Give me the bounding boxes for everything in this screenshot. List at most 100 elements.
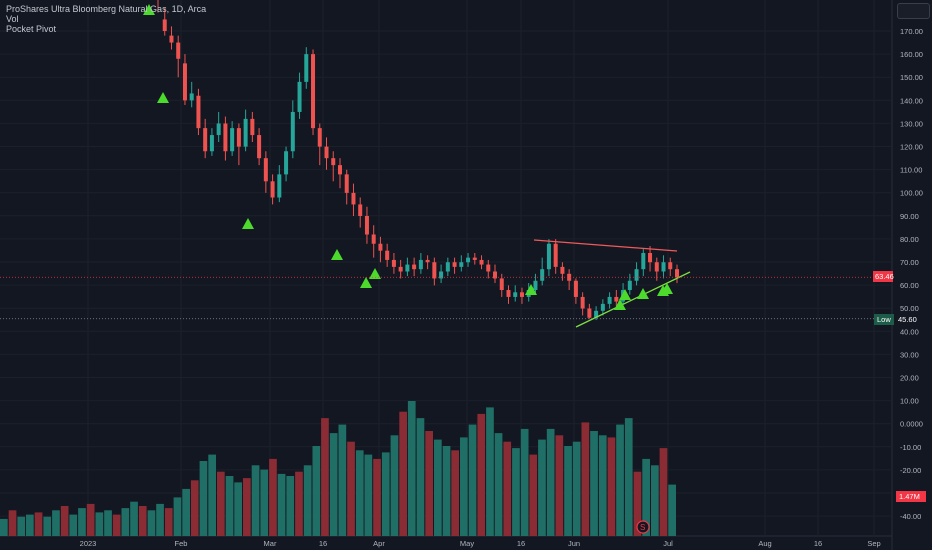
- candle-body: [594, 310, 599, 318]
- candle-body: [371, 234, 376, 244]
- volume-bar: [78, 508, 86, 536]
- volume-bar: [269, 458, 277, 536]
- candle-body: [580, 296, 585, 309]
- pocket-pivot-marker: [637, 288, 649, 299]
- volume-bar: [138, 506, 147, 536]
- volume-bar: [564, 446, 572, 536]
- symbol-title[interactable]: ProShares Ultra Bloomberg Natural Gas, 1…: [6, 4, 207, 14]
- candle-body: [432, 262, 437, 279]
- price-tick-label: -20.00: [900, 466, 921, 475]
- volume-indicator-label[interactable]: Vol: [6, 14, 19, 24]
- price-tick-label: 100.00: [900, 189, 923, 198]
- candle-body: [223, 123, 228, 152]
- price-tick-label: 110.00: [900, 166, 922, 175]
- volume-bar: [442, 446, 451, 536]
- volume-bar: [399, 411, 407, 536]
- volume-bar: [243, 478, 251, 536]
- candle-body: [405, 264, 410, 272]
- time-tick-label: 16: [814, 539, 822, 548]
- volume-bar: [43, 516, 52, 536]
- candle-body: [627, 280, 632, 290]
- candle-body: [203, 128, 208, 152]
- time-tick-label: May: [460, 539, 474, 548]
- candle-body: [486, 264, 491, 272]
- price-tick-label: 160.00: [900, 50, 923, 59]
- time-tick-label: Jul: [663, 539, 673, 548]
- volume-bar: [251, 465, 260, 536]
- price-tick-label: 150.00: [900, 73, 923, 82]
- candle-body: [182, 63, 187, 101]
- price-tick-label: 90.00: [900, 212, 919, 221]
- candle-body: [331, 158, 336, 166]
- price-tick-label: -40.00: [900, 512, 921, 521]
- grid-lines: [0, 0, 893, 550]
- volume-bar: [329, 433, 338, 536]
- volume-bar: [347, 441, 355, 536]
- volume-bar: [434, 439, 442, 536]
- candle-body: [216, 123, 221, 136]
- price-tick-label: 80.00: [900, 235, 919, 244]
- volume-bar: [512, 448, 520, 536]
- support-trendline[interactable]: [575, 271, 691, 328]
- trendlines: [533, 239, 691, 328]
- volume-bar: [373, 458, 381, 536]
- price-tick-label: 30.00: [900, 350, 919, 359]
- price-reference-lines: [0, 276, 892, 320]
- volume-bar: [303, 465, 312, 536]
- volume-bar: [598, 435, 607, 536]
- volume-bar: [156, 503, 164, 536]
- volume-bar: [60, 506, 69, 536]
- volume-value-label: 1.47M: [899, 492, 920, 501]
- volume-bar: [286, 476, 295, 536]
- volume-bar: [590, 431, 598, 536]
- candle-body: [452, 262, 457, 267]
- candle-body: [236, 128, 241, 147]
- volume-bar: [164, 508, 173, 536]
- candle-body: [344, 174, 349, 193]
- candle-body: [412, 264, 417, 270]
- low-badge: [874, 314, 894, 325]
- pocket-pivot-marker: [331, 249, 343, 260]
- price-axis[interactable]: 170.00 160.00 150.00 140.00 130.00 120.00 110.…: [900, 27, 923, 521]
- volume-bar: [234, 482, 242, 536]
- pocket-pivot-indicator-label[interactable]: Pocket Pivot: [6, 24, 57, 34]
- dividend-marker[interactable]: [636, 520, 650, 534]
- chart-settings-button[interactable]: [897, 3, 930, 19]
- resistance-trendline[interactable]: [533, 239, 678, 252]
- volume-bar: [460, 437, 468, 536]
- candle-body: [324, 146, 329, 159]
- candle-body: [661, 262, 666, 272]
- pocket-pivot-marker: [143, 4, 155, 15]
- last-price-badge: [873, 271, 893, 282]
- candle-body: [162, 19, 167, 31]
- volume-bar: [425, 431, 433, 536]
- candle-body: [398, 266, 403, 272]
- price-tick-label: 170.00: [900, 27, 923, 36]
- candle-body: [466, 257, 471, 263]
- volume-bar: [295, 471, 303, 536]
- volume-bar: [642, 458, 650, 536]
- volume-bar: [581, 422, 590, 536]
- pocket-pivot-marker: [525, 284, 537, 295]
- time-tick-label: Sep: [867, 539, 880, 548]
- volume-bar: [173, 497, 182, 536]
- candle-body: [641, 253, 646, 270]
- candle-body: [614, 296, 619, 302]
- volume-bar: [494, 433, 503, 536]
- candle-body: [553, 243, 558, 267]
- pocket-pivot-marker: [242, 218, 254, 229]
- volume-bar: [217, 471, 225, 536]
- volume-bar: [381, 452, 390, 536]
- candle-body: [337, 165, 342, 175]
- axis-badges: 63.46 Low 45.60 1.47M S: [636, 271, 926, 534]
- price-tick-label: 60.00: [900, 281, 919, 290]
- time-tick-label: Jun: [568, 539, 580, 548]
- volume-bar: [572, 441, 581, 536]
- candle-body: [573, 280, 578, 297]
- time-axis[interactable]: 2023 Feb Mar 16 Apr May 16 Jun Jul Aug 16 Sep: [80, 539, 881, 548]
- candle-body: [560, 266, 565, 274]
- candle-body: [493, 271, 498, 279]
- candle-body: [533, 280, 538, 290]
- volume-bar: [338, 424, 347, 536]
